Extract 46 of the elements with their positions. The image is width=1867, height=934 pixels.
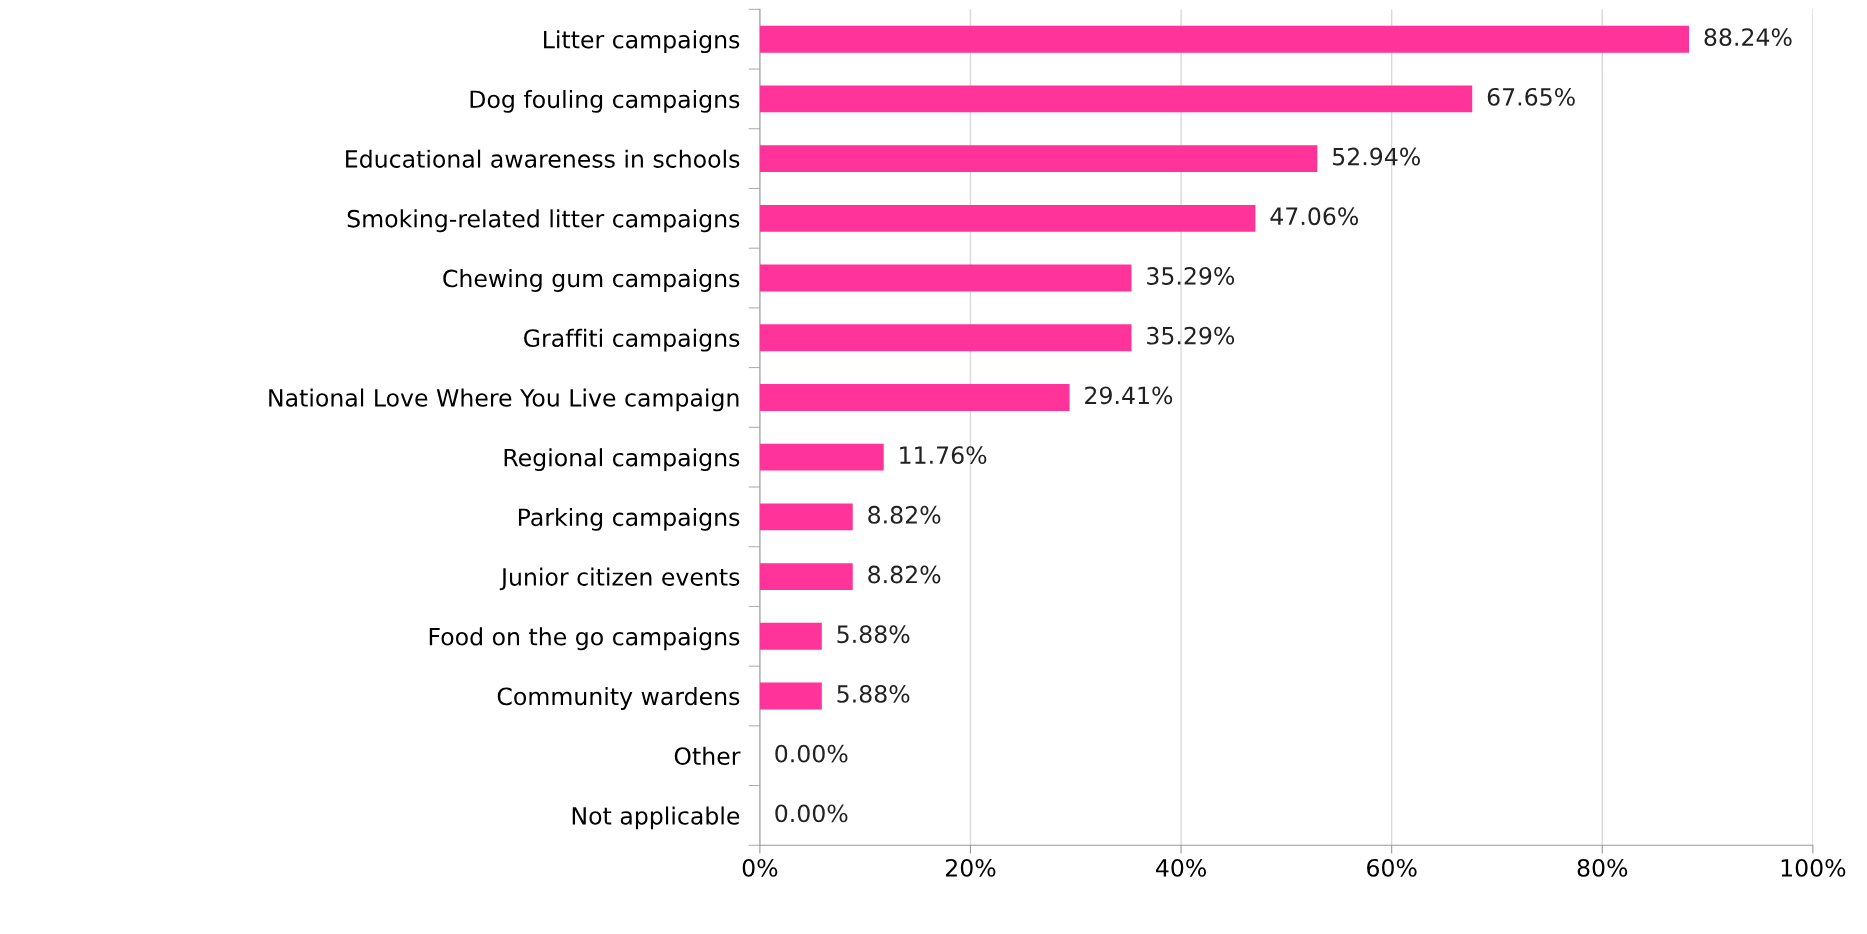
y-tick-label: Chewing gum campaigns bbox=[443, 269, 740, 292]
data-label: 47.06% bbox=[1270, 207, 1359, 226]
bar bbox=[759, 563, 853, 591]
x-tick-label: 80% bbox=[1577, 858, 1628, 877]
data-label: 35.29% bbox=[1147, 267, 1235, 285]
y-tick-label: Not applicable bbox=[572, 806, 740, 830]
x-tick-label: 60% bbox=[1367, 858, 1417, 877]
bar bbox=[759, 264, 1132, 292]
bar bbox=[759, 384, 1070, 411]
bar bbox=[759, 503, 853, 531]
bar bbox=[759, 682, 822, 710]
y-tick-label: Community wardens bbox=[497, 687, 740, 710]
data-label: 11.76% bbox=[900, 446, 987, 465]
data-label: 0.00% bbox=[775, 744, 848, 763]
data-label: 8.82% bbox=[868, 565, 941, 584]
y-tick-label: Junior citizen events bbox=[499, 567, 740, 591]
data-label: 88.24% bbox=[1704, 28, 1792, 47]
data-label: 52.94% bbox=[1333, 147, 1420, 166]
x-tick-label: 0% bbox=[742, 858, 778, 877]
y-tick-label: National Love Where You Live campaign bbox=[269, 388, 739, 412]
y-tick-label: Litter campaigns bbox=[544, 30, 740, 54]
bar bbox=[759, 85, 1473, 113]
data-label: 8.82% bbox=[868, 505, 941, 524]
x-tick-label: 100% bbox=[1781, 858, 1846, 877]
y-tick-label: Smoking-related litter campaigns bbox=[347, 209, 740, 233]
y-tick-label: Parking campaigns bbox=[518, 507, 740, 531]
data-label: 0.00% bbox=[775, 804, 848, 823]
bar bbox=[759, 443, 884, 471]
bar bbox=[759, 204, 1256, 232]
x-tick-label: 40% bbox=[1155, 858, 1206, 877]
y-tick-label: Graffiti campaigns bbox=[524, 328, 740, 352]
bar bbox=[759, 25, 1690, 53]
data-label: 67.65% bbox=[1487, 87, 1575, 106]
data-label: 29.41% bbox=[1085, 386, 1173, 405]
bar bbox=[759, 324, 1132, 352]
y-tick-label: Other bbox=[674, 746, 741, 766]
bar bbox=[759, 622, 822, 650]
y-tick-label: Educational awareness in schools bbox=[346, 149, 740, 168]
bar bbox=[759, 145, 1318, 173]
x-tick-label: 20% bbox=[945, 858, 996, 877]
y-tick-label: Food on the go campaigns bbox=[429, 627, 740, 651]
data-label: 5.88% bbox=[837, 684, 910, 703]
y-tick-label: Regional campaigns bbox=[504, 448, 740, 472]
data-label: 35.29% bbox=[1147, 326, 1235, 345]
data-label: 5.88% bbox=[837, 625, 910, 644]
y-tick-label: Dog fouling campaigns bbox=[470, 89, 740, 113]
